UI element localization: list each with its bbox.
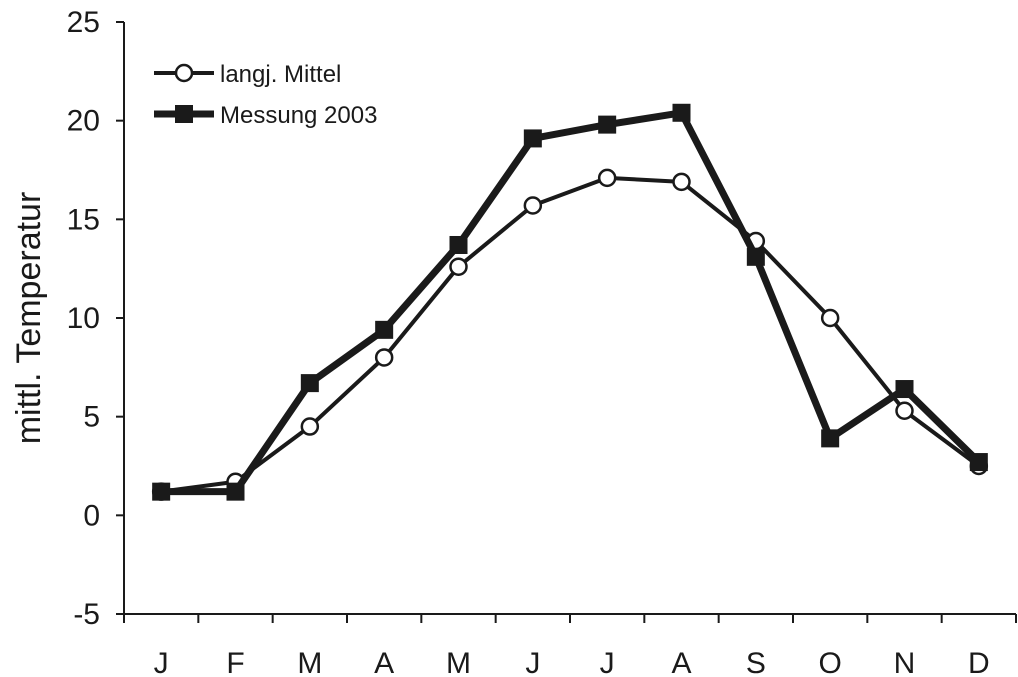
legend-label: Messung 2003 (220, 102, 377, 129)
x-tick-label: A (374, 647, 394, 677)
data-point (820, 308, 840, 328)
legend-marker (174, 63, 194, 83)
data-point (746, 247, 765, 266)
data-point (300, 417, 320, 436)
y-tick-label: -5 (73, 598, 100, 631)
x-tick-label: J (154, 647, 169, 677)
data-point (969, 453, 988, 472)
x-tick-label: F (226, 647, 244, 677)
data-point (672, 172, 691, 192)
data-point (152, 482, 171, 501)
series-layer (151, 103, 989, 501)
data-point (672, 103, 691, 122)
y-tick-labels: 25 20 15 10 5 0 -5 (67, 6, 100, 631)
data-point (895, 380, 914, 399)
data-point (523, 129, 542, 148)
y-tick-label: 0 (83, 499, 100, 532)
data-point (598, 115, 617, 134)
x-tick-label: M (297, 647, 322, 677)
x-tick-label: J (525, 647, 540, 677)
axes (116, 21, 1017, 623)
x-tick-label: D (968, 647, 990, 677)
x-tick-label: S (746, 647, 766, 677)
data-point (226, 482, 245, 501)
x-tick-label: O (818, 647, 841, 677)
data-point (374, 348, 394, 367)
data-point (821, 429, 840, 448)
data-point (300, 374, 319, 393)
x-tick-label: J (600, 647, 615, 677)
data-point (523, 196, 543, 215)
series-line (161, 109, 982, 496)
y-tick-label: 5 (83, 401, 100, 434)
data-point (895, 401, 914, 420)
y-axis-title: mittl. Temperatur (10, 192, 48, 445)
data-point (449, 257, 468, 276)
data-point (597, 168, 617, 188)
series-mittel (151, 168, 989, 501)
series-line (160, 175, 981, 494)
series-messung-2003 (152, 103, 988, 501)
data-point (449, 235, 468, 254)
y-tick-label: 20 (67, 105, 100, 138)
x-tick-label: A (671, 647, 691, 677)
legend-label: langj. Mittel (220, 61, 341, 88)
x-tick-label: N (894, 647, 916, 677)
legend-marker (175, 105, 193, 123)
y-tick-label: 10 (67, 302, 100, 335)
x-tick-label: M (446, 647, 471, 677)
y-tick-label: 15 (67, 203, 100, 236)
legend: langj. Mittel Messung 2003 (154, 61, 377, 129)
data-point (375, 320, 394, 339)
y-tick-label: 25 (67, 6, 100, 39)
